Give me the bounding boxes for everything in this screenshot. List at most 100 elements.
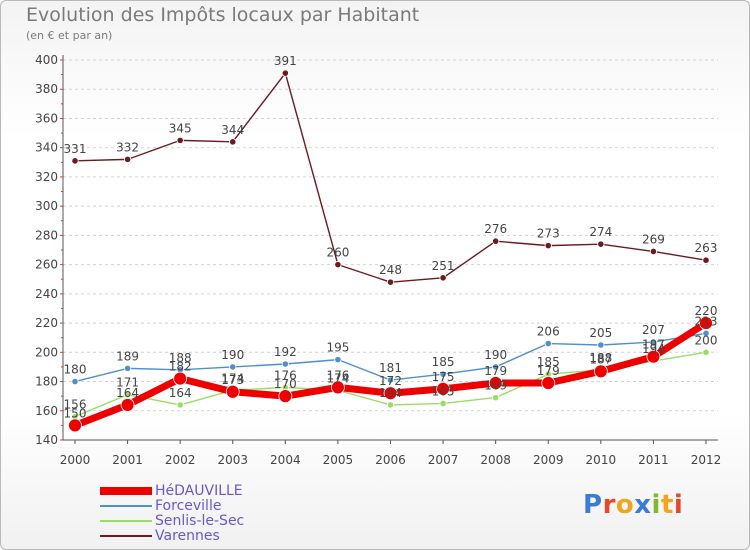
data-point-forceville: [439, 370, 447, 378]
data-label-varennes: 260: [326, 246, 349, 260]
data-label-forceville: 205: [589, 326, 612, 340]
data-label-senlis-le-sec: 194: [642, 342, 665, 356]
proxiti-logo: Proxiti: [583, 490, 683, 520]
data-label-h-dauville: 172: [379, 374, 402, 388]
y-tick-label: 220: [35, 316, 58, 330]
legend-swatch: [100, 520, 152, 522]
y-tick-label: 380: [35, 82, 58, 96]
data-label-varennes: 345: [169, 121, 192, 135]
data-point-varennes: [492, 237, 500, 245]
chart-title: Evolution des Impôts locaux par Habitant: [26, 4, 420, 26]
data-point-varennes: [544, 242, 552, 250]
data-label-h-dauville: 197: [642, 338, 665, 352]
data-label-h-dauville: 187: [589, 352, 612, 366]
data-label-senlis-le-sec: 174: [221, 371, 244, 385]
x-tick-label: 2004: [270, 453, 301, 467]
data-label-senlis-le-sec: 164: [379, 386, 402, 400]
logo-letter: i: [673, 490, 684, 520]
data-point-varennes: [649, 247, 658, 256]
data-label-senlis-le-sec: 156: [64, 398, 87, 412]
x-tick-label: 2011: [638, 453, 669, 467]
data-label-varennes: 276: [484, 222, 507, 236]
data-point-h-dauville: [68, 418, 82, 433]
data-label-varennes: 248: [379, 263, 402, 277]
y-tick-label: 360: [35, 111, 58, 125]
data-label-h-dauville: 182: [169, 360, 192, 374]
data-label-senlis-le-sec: 185: [537, 355, 560, 369]
y-tick-label: 280: [35, 228, 58, 242]
data-label-h-dauville: 220: [695, 304, 718, 318]
data-label-forceville: 195: [326, 341, 349, 355]
data-label-varennes: 331: [64, 142, 87, 156]
data-label-forceville: 185: [432, 355, 455, 369]
logo-letter: x: [634, 490, 652, 520]
x-tick-label: 2010: [586, 453, 617, 467]
legend-swatch: [100, 505, 152, 507]
legend-label: Forceville: [155, 498, 222, 514]
data-label-varennes: 391: [274, 54, 297, 68]
x-tick-label: 2000: [60, 453, 91, 467]
x-tick-label: 2007: [428, 453, 459, 467]
data-point-forceville: [229, 363, 237, 371]
data-label-forceville: 188: [169, 351, 192, 365]
data-point-senlis-le-sec: [123, 391, 132, 399]
data-point-varennes: [123, 155, 132, 163]
logo-letter: t: [660, 490, 674, 520]
data-point-h-dauville: [541, 376, 556, 390]
data-point-forceville: [334, 356, 342, 364]
data-point-varennes: [71, 157, 79, 165]
data-point-forceville: [649, 338, 658, 346]
data-label-senlis-le-sec: 188: [589, 351, 612, 365]
data-label-h-dauville: 179: [484, 364, 507, 378]
data-label-h-dauville: 150: [64, 406, 87, 420]
logo-letter: o: [615, 490, 635, 520]
data-label-varennes: 344: [221, 123, 244, 137]
data-label-senlis-le-sec: 176: [274, 368, 297, 382]
data-point-h-dauville: [331, 380, 345, 395]
logo-letter: i: [651, 490, 661, 520]
data-point-h-dauville: [436, 381, 450, 396]
chart-subtitle: (en € et par an): [26, 29, 113, 42]
data-label-senlis-le-sec: 171: [116, 376, 139, 390]
y-tick-label: 320: [35, 170, 58, 184]
series-line-varennes: [74, 72, 707, 283]
y-tick-label: 140: [35, 433, 58, 447]
data-label-forceville: 192: [274, 345, 297, 359]
data-point-forceville: [597, 341, 605, 349]
y-tick-label: 200: [35, 345, 58, 359]
data-point-senlis-le-sec: [386, 401, 395, 409]
data-point-forceville: [281, 360, 289, 368]
data-label-senlis-le-sec: 165: [432, 384, 455, 398]
data-label-forceville: 206: [537, 325, 560, 339]
y-tick-label: 300: [35, 199, 58, 213]
data-point-senlis-le-sec: [176, 401, 184, 409]
legend-label: Varennes: [155, 528, 220, 544]
data-point-varennes: [176, 136, 184, 144]
data-label-forceville: 190: [221, 348, 244, 362]
data-label-h-dauville: 179: [537, 364, 560, 378]
data-point-h-dauville: [383, 386, 398, 401]
data-point-varennes: [386, 278, 395, 286]
y-tick-label: 160: [35, 404, 58, 418]
legend-swatch: [100, 487, 152, 495]
data-label-varennes: 269: [642, 232, 665, 246]
data-point-forceville: [544, 339, 552, 348]
data-point-varennes: [597, 240, 605, 248]
data-point-senlis-le-sec: [702, 348, 710, 356]
data-point-forceville: [71, 377, 79, 386]
y-tick-label: 240: [35, 287, 58, 301]
y-tick-label: 340: [35, 141, 58, 155]
data-point-senlis-le-sec: [492, 394, 500, 402]
data-point-senlis-le-sec: [439, 399, 447, 408]
data-label-forceville: 190: [484, 348, 507, 362]
data-label-h-dauville: 175: [432, 370, 455, 384]
x-tick-label: 2009: [533, 453, 564, 467]
data-label-forceville: 181: [379, 361, 402, 375]
data-label-h-dauville: 170: [274, 377, 297, 391]
data-point-varennes: [229, 138, 237, 146]
data-label-senlis-le-sec: 164: [169, 386, 192, 400]
data-label-h-dauville: 173: [221, 373, 244, 387]
legend-swatch: [100, 535, 152, 537]
data-label-varennes: 274: [589, 225, 612, 239]
